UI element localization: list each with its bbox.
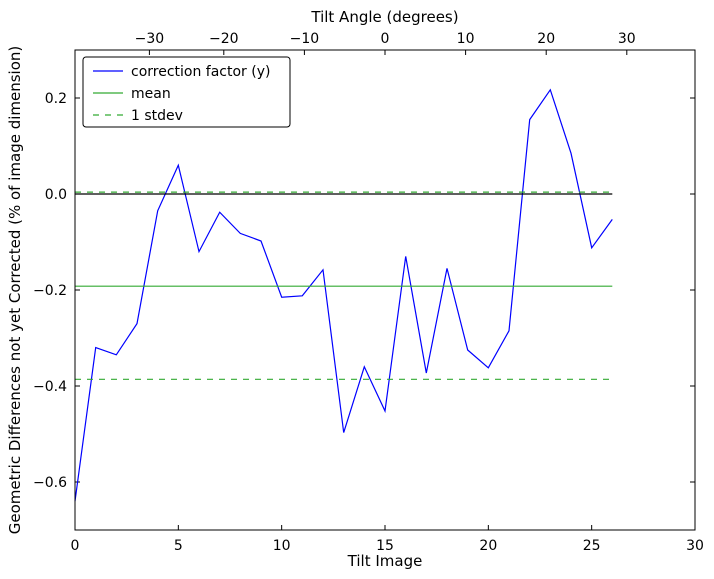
x-tick-label: 25 bbox=[583, 538, 601, 554]
top-tick-label: 10 bbox=[457, 31, 475, 47]
plot-frame bbox=[74, 49, 696, 531]
series-line-correction-factor-y- bbox=[74, 88, 613, 502]
x-tick-label: 10 bbox=[273, 538, 291, 554]
top-tick-label: −10 bbox=[290, 31, 320, 47]
y-tick-label: −0.4 bbox=[33, 379, 67, 395]
legend-box bbox=[82, 56, 291, 128]
y-tick-label: −0.2 bbox=[33, 283, 67, 299]
y-axis-label: Geometric Differences not yet Corrected … bbox=[6, 46, 24, 535]
series-group bbox=[74, 88, 613, 502]
top-tick-label: −20 bbox=[209, 31, 239, 47]
x-tick-label: 20 bbox=[479, 538, 497, 554]
top-tick-label: 30 bbox=[618, 31, 636, 47]
y-tick-label: −0.6 bbox=[33, 475, 67, 491]
top-axis-label: Tilt Angle (degrees) bbox=[310, 8, 458, 26]
legend-label: 1 stdev bbox=[131, 108, 183, 124]
y-tick-label: 0.0 bbox=[45, 187, 67, 203]
legend-label: mean bbox=[131, 86, 171, 102]
x-axis-label: Tilt Image bbox=[347, 552, 423, 570]
top-tick-label: −30 bbox=[135, 31, 165, 47]
legend: correction factor (y) mean 1 stdev bbox=[82, 56, 291, 128]
legend-label: correction factor (y) bbox=[131, 64, 270, 80]
top-tick-label: 20 bbox=[537, 31, 555, 47]
x-tick-label: 5 bbox=[174, 538, 183, 554]
top-tick-label: 0 bbox=[381, 31, 390, 47]
x-tick-label: 0 bbox=[71, 538, 80, 554]
y-tick-label: 0.2 bbox=[45, 91, 67, 107]
x-tick-label: 30 bbox=[686, 538, 704, 554]
ticks-group: 0 5 10 15 20 25 30 −0.6 −0.4 −0.2 0.0 0.2 −30 −20 −10 0… bbox=[33, 31, 704, 554]
x-tick-label: 15 bbox=[376, 538, 394, 554]
